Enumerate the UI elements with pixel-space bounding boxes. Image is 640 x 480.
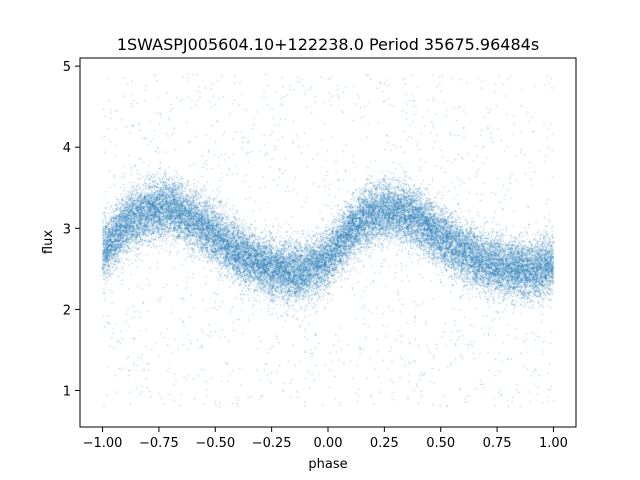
x-axis: −1.00 −0.75 −0.50 −0.25 0.00 0.25 0.50 0.75 1.00 xyxy=(83,427,568,451)
chart-title: 1SWASPJ005604.10+122238.0 Period 35675.9… xyxy=(117,35,539,54)
y-axis: 1 2 3 4 5 xyxy=(63,60,80,400)
x-tick-label: −0.75 xyxy=(139,436,179,451)
x-tick-label: 0.00 xyxy=(314,436,343,451)
x-tick-label: 1.00 xyxy=(539,436,568,451)
x-tick-label: 0.75 xyxy=(483,436,512,451)
scatter-points xyxy=(80,58,576,427)
y-tick-label: 1 xyxy=(63,385,71,400)
scatter-point-cloud xyxy=(80,58,576,427)
y-axis-label: flux xyxy=(41,230,56,254)
y-tick-label: 5 xyxy=(63,60,71,75)
x-tick-label: −0.25 xyxy=(252,436,292,451)
x-tick-label: 0.25 xyxy=(370,436,399,451)
x-axis-label: phase xyxy=(308,457,347,472)
x-tick-label: −1.00 xyxy=(83,436,123,451)
y-tick-label: 2 xyxy=(63,303,71,318)
x-tick-label: −0.50 xyxy=(195,436,235,451)
x-tick-label: 0.50 xyxy=(426,436,455,451)
y-tick-label: 4 xyxy=(63,141,71,156)
y-tick-label: 3 xyxy=(63,222,71,237)
